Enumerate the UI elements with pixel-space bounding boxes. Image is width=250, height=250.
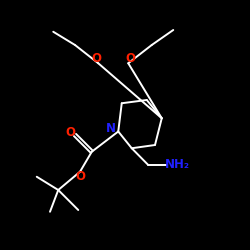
Text: O: O [76, 170, 86, 183]
Text: NH₂: NH₂ [165, 158, 190, 172]
Text: O: O [125, 52, 135, 65]
Text: N: N [106, 122, 116, 136]
Text: O: O [91, 52, 101, 65]
Text: O: O [66, 126, 76, 139]
